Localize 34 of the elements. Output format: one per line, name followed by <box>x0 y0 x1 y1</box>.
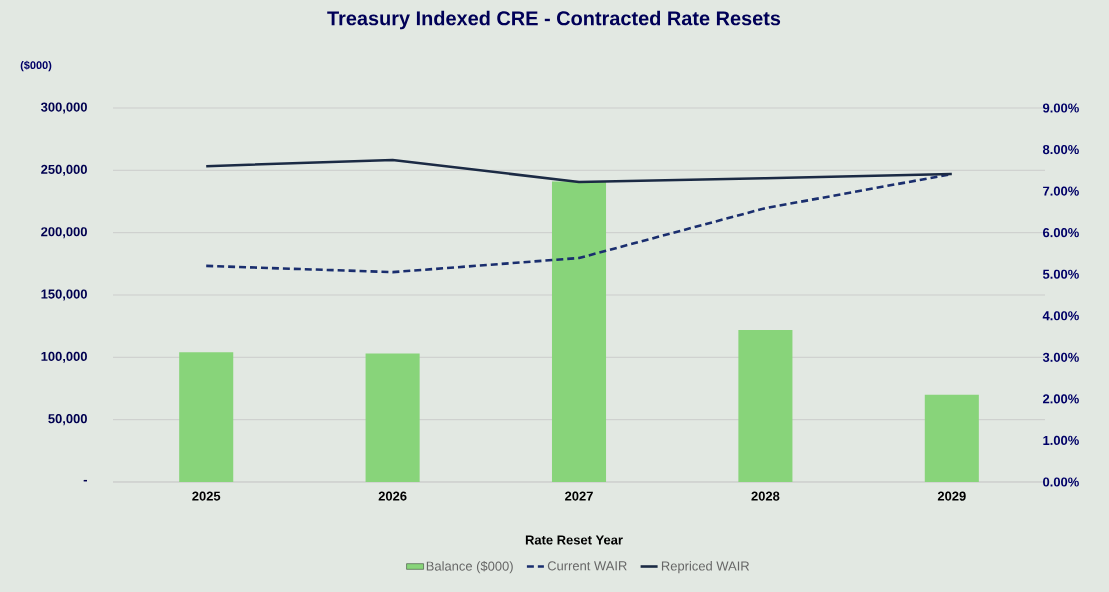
y-tick-label: 200,000 <box>41 227 87 239</box>
y-tick-label: 150,000 <box>41 289 87 301</box>
chart-title: Treasury Indexed CRE - Contracted Rate Resets <box>327 10 781 30</box>
y2-tick-label: 9.00% <box>1042 103 1079 113</box>
line-series <box>204 158 954 184</box>
y2-tick-label: 4.00% <box>1042 311 1079 321</box>
y-tick-label: - <box>83 479 87 482</box>
bar <box>179 352 234 482</box>
x-tick-label: 2027 <box>565 491 593 501</box>
x-tick-label: 2029 <box>937 491 966 501</box>
x-tick-label: 2026 <box>378 491 407 501</box>
y-tick-label: 50,000 <box>48 414 87 426</box>
legend-label: Current WAIR <box>547 561 627 571</box>
bar <box>365 353 420 482</box>
bar <box>924 394 979 482</box>
y-axis-title: ($000) <box>20 60 52 72</box>
y2-tick-label: 7.00% <box>1043 186 1079 196</box>
bar <box>738 329 793 482</box>
bar <box>551 181 607 482</box>
x-tick-label: 2025 <box>192 491 221 501</box>
y2-tick-label: 0.00% <box>1043 477 1079 487</box>
y2-tick-label: 8.00% <box>1042 144 1079 155</box>
y2-tick-label: 2.00% <box>1042 394 1079 404</box>
y-tick-label: 250,000 <box>41 164 87 176</box>
x-tick-label: 2028 <box>751 491 780 501</box>
y2-tick-label: 1.00% <box>1043 435 1079 446</box>
y2-tick-label: 3.00% <box>1042 352 1079 362</box>
x-axis-title: Rate Reset Year <box>525 535 623 545</box>
y2-tick-label: 6.00% <box>1043 228 1079 238</box>
legend-label: Repriced WAIR <box>661 561 750 574</box>
y-tick-label: 300,000 <box>40 102 87 114</box>
legend-label: Balance ($000) <box>426 560 513 574</box>
y2-tick-label: 5.00% <box>1042 269 1079 279</box>
y-tick-label: 100,000 <box>41 351 87 363</box>
